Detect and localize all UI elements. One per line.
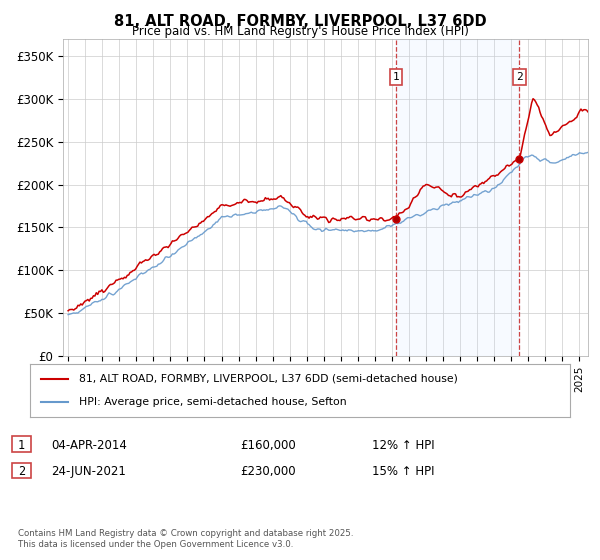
Text: 81, ALT ROAD, FORMBY, LIVERPOOL, L37 6DD: 81, ALT ROAD, FORMBY, LIVERPOOL, L37 6DD [113, 14, 487, 29]
Text: £160,000: £160,000 [240, 438, 296, 452]
Text: HPI: Average price, semi-detached house, Sefton: HPI: Average price, semi-detached house,… [79, 397, 346, 407]
Text: 81, ALT ROAD, FORMBY, LIVERPOOL, L37 6DD (semi-detached house): 81, ALT ROAD, FORMBY, LIVERPOOL, L37 6DD… [79, 374, 457, 384]
Text: 2: 2 [18, 465, 25, 478]
Text: 24-JUN-2021: 24-JUN-2021 [51, 465, 126, 478]
Text: £230,000: £230,000 [240, 465, 296, 478]
Text: Price paid vs. HM Land Registry's House Price Index (HPI): Price paid vs. HM Land Registry's House … [131, 25, 469, 38]
Text: 12% ↑ HPI: 12% ↑ HPI [372, 438, 434, 452]
Text: 04-APR-2014: 04-APR-2014 [51, 438, 127, 452]
Text: Contains HM Land Registry data © Crown copyright and database right 2025.
This d: Contains HM Land Registry data © Crown c… [18, 529, 353, 549]
Text: 1: 1 [18, 438, 25, 452]
Text: 2: 2 [516, 72, 523, 82]
Text: 1: 1 [393, 72, 400, 82]
Text: 15% ↑ HPI: 15% ↑ HPI [372, 465, 434, 478]
Bar [396, 39, 520, 356]
